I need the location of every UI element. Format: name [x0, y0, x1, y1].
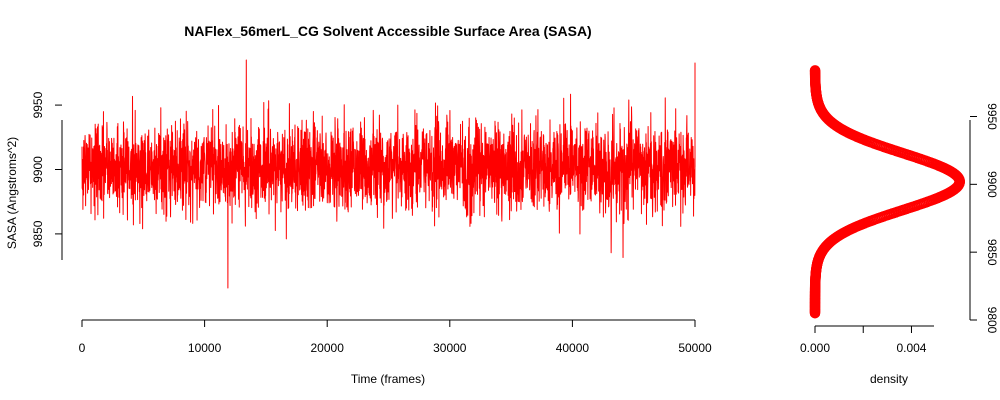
y-axis-label: SASA (Angstroms^2): [5, 137, 19, 249]
y-tick-label: 9900: [31, 156, 45, 183]
density-y-tick-label: 9900: [985, 171, 999, 198]
x-tick-label: 20000: [311, 341, 345, 355]
density-x-axis-label: density: [870, 372, 908, 386]
sasa-time-series-trace: [81, 59, 696, 289]
density-y-axis-ticks: 9800 9850 9900 9950: [970, 103, 999, 334]
x-tick-label: 30000: [433, 341, 467, 355]
sasa-series-line: [81, 59, 696, 289]
y-tick-label: 9850: [31, 220, 45, 247]
density-point: [809, 65, 821, 76]
density-x-tick-label: 0.000: [800, 341, 830, 355]
density-curve: [809, 65, 965, 319]
y-tick-label: 9950: [31, 91, 45, 118]
y-axis-ticks: 9850 9900 9950: [31, 91, 62, 247]
density-y-tick-label: 9800: [985, 307, 999, 334]
time-series-panel: NAFlex_56merL_CG Solvent Accessible Surf…: [5, 23, 712, 386]
x-tick-label: 40000: [556, 341, 590, 355]
x-tick-label: 10000: [188, 341, 222, 355]
x-tick-label: 0: [79, 341, 86, 355]
x-axis-ticks: 0 10000 20000 30000 40000 50000: [79, 320, 712, 355]
density-y-tick-label: 9950: [985, 103, 999, 130]
density-panel: 0.000 0.004 9800 9850 9900 9950 density: [800, 65, 999, 386]
x-tick-label: 50000: [678, 341, 712, 355]
density-y-tick-label: 9850: [985, 239, 999, 266]
chart-title: NAFlex_56merL_CG Solvent Accessible Surf…: [184, 23, 591, 39]
x-axis-label: Time (frames): [351, 372, 425, 386]
density-x-tick-label: 0.004: [896, 341, 926, 355]
density-x-axis-ticks: 0.000 0.004: [800, 326, 927, 355]
